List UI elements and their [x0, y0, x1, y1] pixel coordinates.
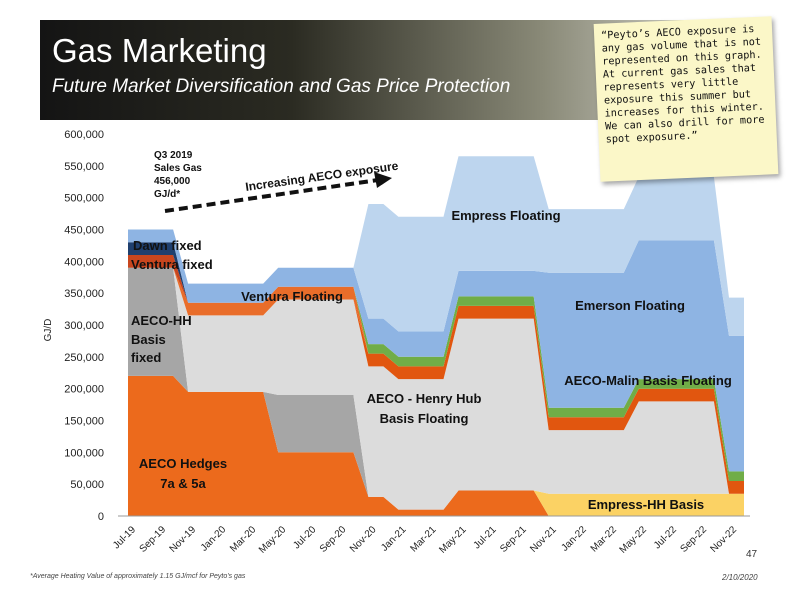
area-series-1	[128, 375, 744, 516]
x-tick-label: Nov-20	[348, 524, 379, 555]
series-label: AECO - Henry Hub	[367, 391, 482, 406]
x-tick-label: Sep-20	[318, 524, 349, 555]
area-series-10	[128, 156, 744, 336]
x-tick-label: Jul-19	[111, 524, 138, 551]
y-tick-label: 150,000	[64, 416, 104, 428]
sales-note-text: 456,000	[154, 176, 191, 187]
series-label: AECO-Malin Basis Floating	[564, 373, 732, 388]
x-tick-label: Nov-22	[709, 524, 740, 555]
y-tick-label: 550,000	[64, 161, 104, 173]
series-label: AECO-HH	[131, 313, 192, 328]
series-label: Basis	[131, 332, 166, 347]
y-tick-label: 500,000	[64, 193, 104, 205]
area-series-0	[128, 375, 744, 516]
y-tick-label: 600,000	[64, 129, 104, 141]
y-tick-label: 50,000	[70, 479, 104, 491]
sales-note-text: Sales Gas	[154, 163, 202, 174]
x-tick-label: Nov-19	[168, 524, 199, 555]
x-tick-label: May-21	[437, 524, 469, 556]
y-tick-label: 0	[98, 511, 104, 523]
y-axis-title: GJ/D	[43, 319, 54, 342]
x-tick-label: May-20	[257, 524, 289, 556]
x-tick-label: Sep-22	[678, 524, 709, 555]
y-tick-label: 450,000	[64, 225, 104, 237]
y-tick-label: 300,000	[64, 320, 104, 332]
x-tick-label: Jul-21	[472, 524, 499, 551]
y-tick-label: 400,000	[64, 256, 104, 268]
sales-note-text: Q3 2019	[154, 150, 193, 161]
x-tick-label: Sep-19	[138, 524, 169, 555]
y-tick-label: 250,000	[64, 352, 104, 364]
x-tick-label: Jan-21	[379, 524, 409, 554]
footnote: *Average Heating Value of approximately …	[30, 573, 246, 580]
series-label: Ventura fixed	[131, 257, 213, 272]
sales-note-text: GJ/d*	[154, 189, 180, 200]
area-series-2	[128, 267, 744, 510]
x-tick-label: Jul-22	[652, 524, 679, 551]
x-tick-label: Sep-21	[498, 524, 529, 555]
aeco-exposure-arrow	[164, 178, 379, 213]
x-tick-label: Jan-20	[199, 524, 229, 554]
series-label: fixed	[131, 350, 161, 365]
series-label: Empress-HH Basis	[588, 497, 704, 512]
x-tick-label: Mar-21	[408, 524, 438, 554]
x-tick-label: Mar-20	[228, 524, 258, 554]
area-series-9	[128, 229, 744, 472]
series-label: Emerson Floating	[575, 298, 685, 313]
page-subtitle: Future Market Diversification and Gas Pr…	[52, 76, 511, 97]
x-tick-label: Jan-22	[559, 524, 589, 554]
y-tick-label: 100,000	[64, 447, 104, 459]
x-tick-label: Jul-20	[291, 524, 318, 551]
y-tick-label: 350,000	[64, 288, 104, 300]
page-number: 47	[746, 549, 758, 560]
series-label: Ventura Floating	[241, 289, 343, 304]
x-tick-label: Nov-21	[528, 524, 559, 555]
page-title: Gas Marketing	[52, 32, 267, 69]
series-label: Empress Floating	[451, 208, 560, 223]
arrow-head	[374, 172, 392, 188]
slide-date: 2/10/2020	[722, 573, 758, 582]
series-label: 7a & 5a	[160, 476, 206, 491]
series-label: AECO Hedges	[139, 456, 227, 471]
x-tick-label: Mar-22	[589, 524, 619, 554]
series-label: Basis Floating	[380, 411, 469, 426]
series-label: Dawn fixed	[133, 238, 202, 253]
area-series-3	[128, 267, 744, 510]
x-tick-label: May-22	[618, 524, 650, 556]
y-tick-label: 200,000	[64, 384, 104, 396]
sticky-note: “Peyto’s AECO exposure is any gas volume…	[593, 16, 779, 182]
